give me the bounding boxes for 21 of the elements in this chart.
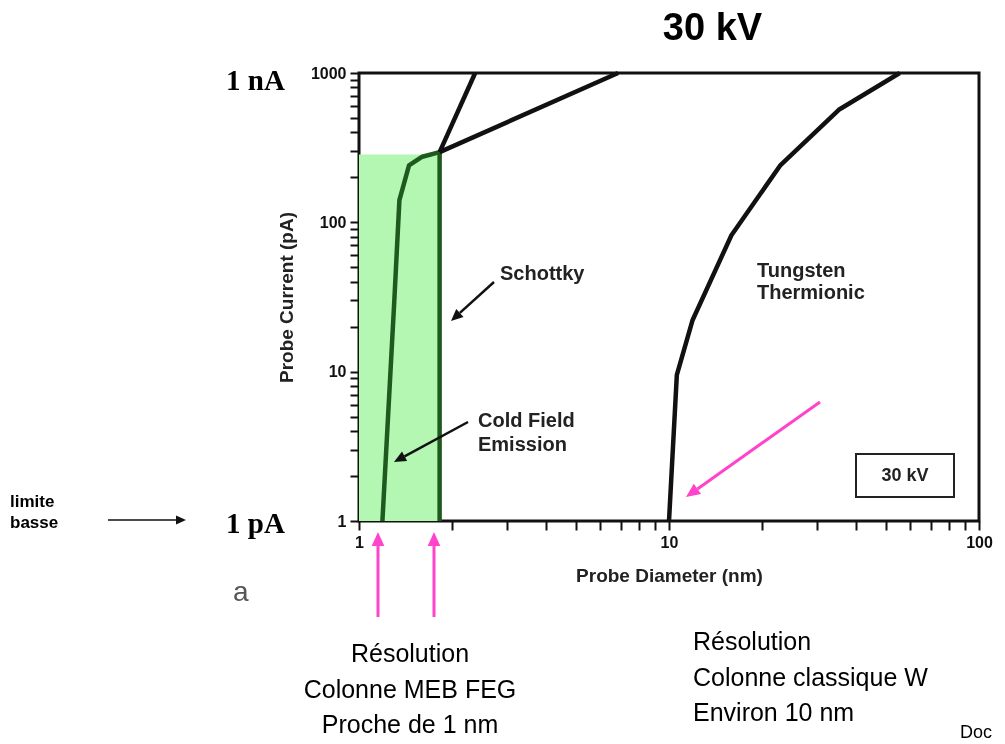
- text: 1 nA: [226, 64, 285, 97]
- text: 1 pA: [226, 507, 285, 540]
- y-tick-label: 100: [319, 213, 347, 231]
- text: Résolution Colonne MEB FEG Proche de 1 nm: [302, 638, 518, 740]
- text: Doc: [960, 722, 993, 743]
- x-tick-label: 100: [966, 533, 993, 551]
- y-tick-label: 1: [337, 512, 347, 530]
- text: Résolution Colonne classique W Environ 10 nm: [693, 626, 928, 728]
- x-axis-title: Probe Diameter (nm): [576, 564, 763, 586]
- y-tick-label: 10: [328, 363, 347, 381]
- chart-title: 30 kV: [661, 6, 764, 49]
- annotation: Tungsten Thermionic: [757, 259, 865, 303]
- annotation: Cold Field Emission: [478, 408, 575, 456]
- text: a: [233, 576, 249, 608]
- y-tick-label: 1000: [310, 64, 347, 82]
- x-tick-label: 10: [660, 533, 679, 551]
- annotation: 30 kV: [855, 453, 955, 498]
- text: limite basse: [10, 491, 59, 534]
- annotation: Schottky: [500, 262, 585, 285]
- x-tick-label: 1: [355, 533, 365, 551]
- y-axis-title: Probe Current (pA): [275, 212, 297, 383]
